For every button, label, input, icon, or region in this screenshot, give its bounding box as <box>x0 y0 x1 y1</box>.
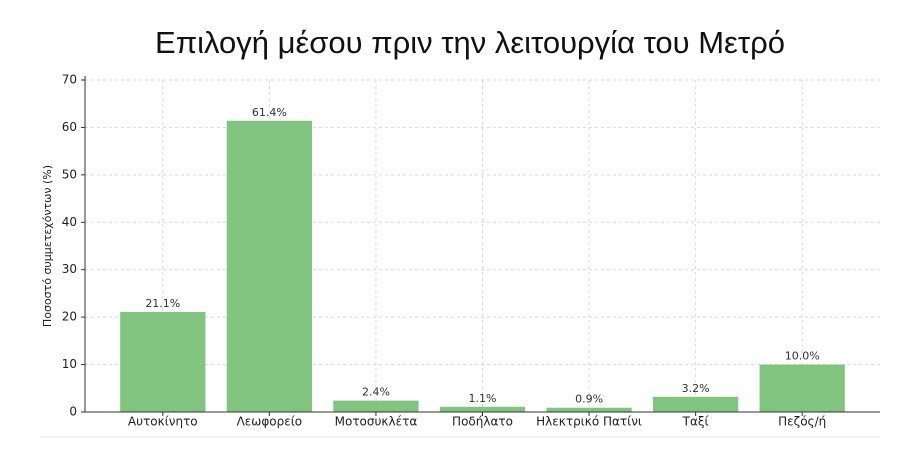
x-tick-label: Πεζός/ή <box>778 415 826 429</box>
bar <box>333 400 419 412</box>
value-label: 61.4% <box>252 106 287 119</box>
y-tick-label: 10 <box>62 357 77 371</box>
y-tick-label: 40 <box>62 215 77 229</box>
x-tick-label: Μοτοσυκλέτα <box>335 415 418 429</box>
y-tick-label: 30 <box>62 262 77 276</box>
bar <box>759 364 845 412</box>
chart-title: Επιλογή μέσου πριν την λειτουργία του Με… <box>155 25 785 60</box>
value-label: 1.1% <box>469 392 497 405</box>
y-tick-label: 60 <box>62 120 77 134</box>
x-tick-label: Ταξί <box>682 415 709 429</box>
x-tick-label: Λεωφορείο <box>237 415 303 429</box>
y-tick-label: 50 <box>62 167 77 181</box>
x-tick-label: Ηλεκτρικό Πατίνι <box>536 415 642 429</box>
bar <box>546 407 632 412</box>
bar <box>120 311 206 412</box>
value-label: 0.9% <box>575 393 603 406</box>
value-label: 10.0% <box>785 350 820 363</box>
x-tick-label: Ποδήλατο <box>452 415 513 429</box>
bar <box>439 406 526 412</box>
y-tick-label: 70 <box>62 73 77 87</box>
value-label: 3.2% <box>682 382 710 395</box>
bar <box>653 396 739 412</box>
x-tick-label: Αυτοκίνητο <box>128 415 198 429</box>
value-label: 21.1% <box>145 297 180 310</box>
y-axis-label: Ποσοστό συμμετεχόντων (%) <box>41 165 54 327</box>
bar <box>226 120 312 412</box>
y-tick-label: 0 <box>69 405 77 419</box>
y-tick-label: 20 <box>62 310 77 324</box>
value-label: 2.4% <box>362 386 390 399</box>
